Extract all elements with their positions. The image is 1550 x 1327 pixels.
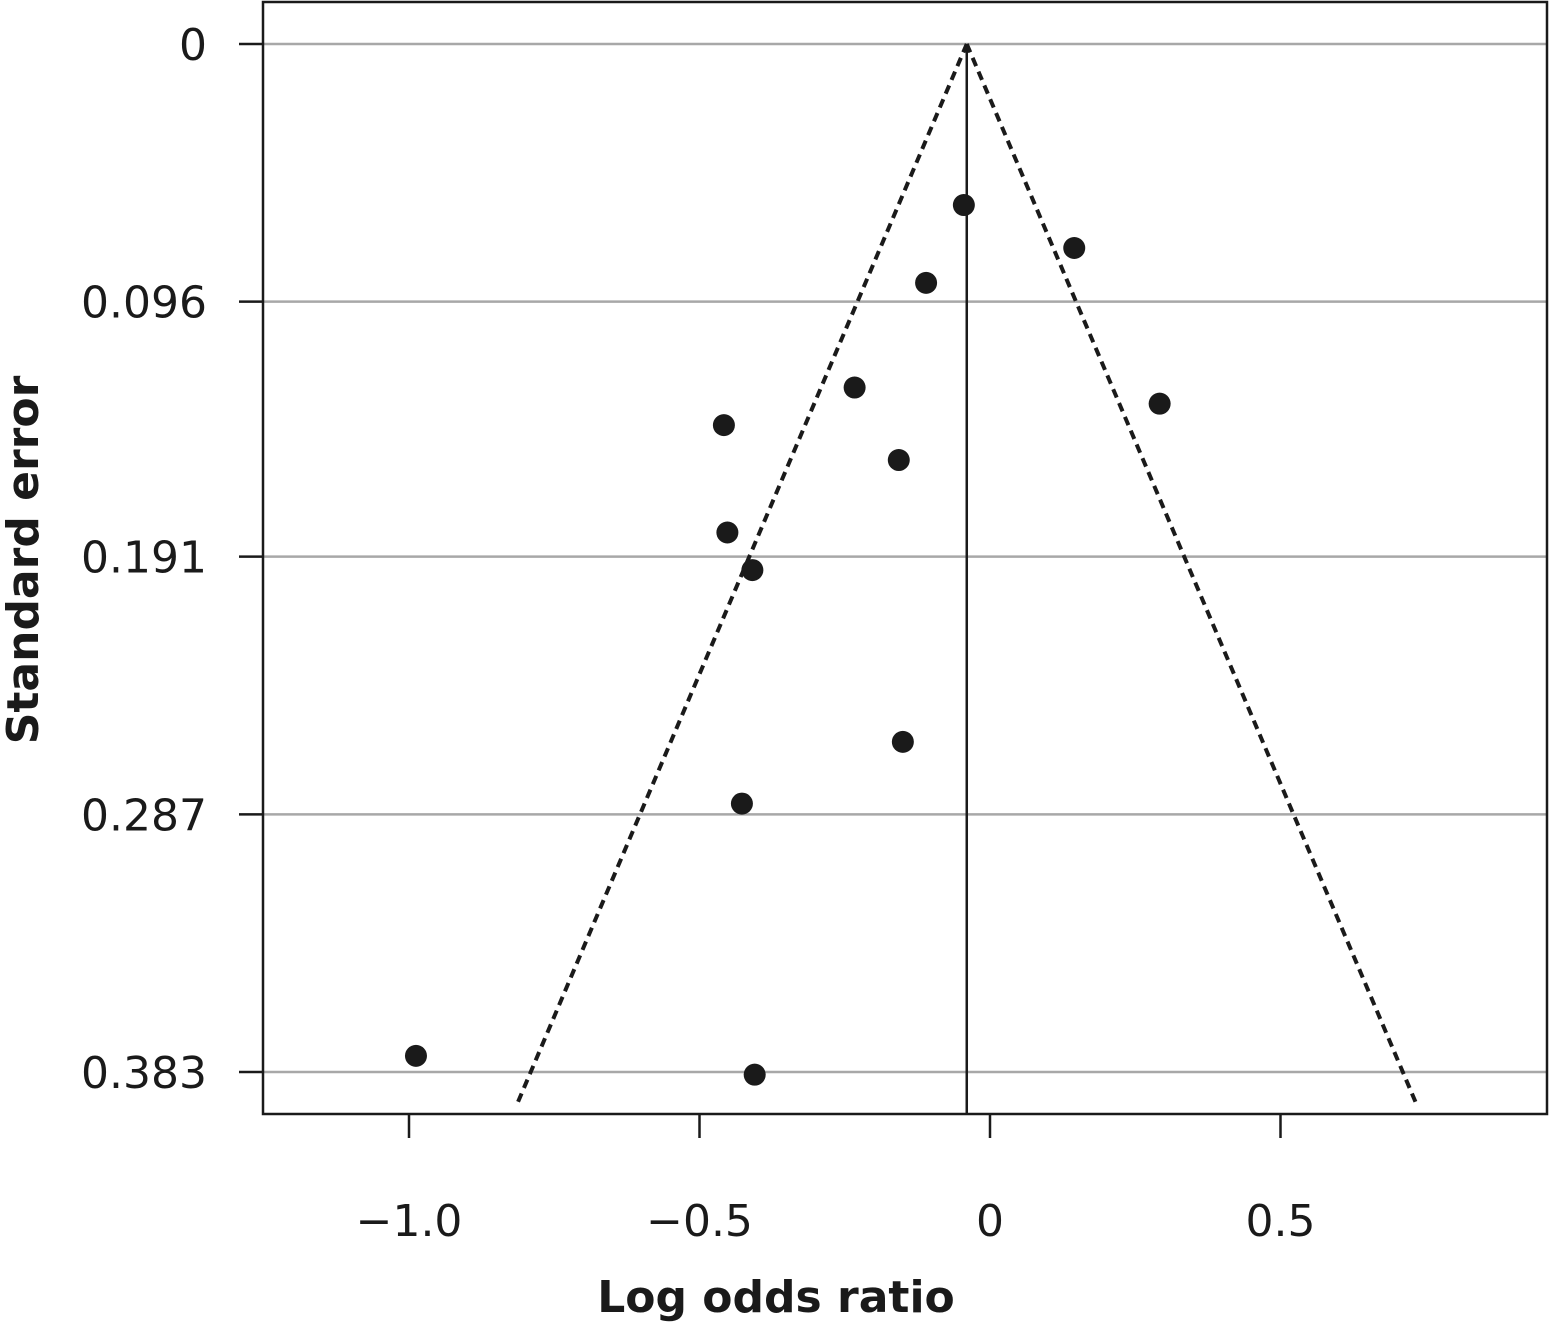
y-tick-label: 0.287 [81, 790, 207, 841]
study-point [952, 194, 975, 217]
x-tick-label: 0.5 [1246, 1196, 1316, 1247]
x-axis-ticks: −1.0 −0.5 0 0.5 [356, 1114, 1316, 1247]
study-point [887, 449, 910, 472]
study-point [743, 1063, 766, 1086]
study-point [915, 271, 938, 294]
study-point [404, 1044, 427, 1067]
study-point [891, 730, 914, 753]
gridlines [263, 42, 1547, 1074]
y-axis-ticks: 0 0.096 0.191 0.287 0.383 [81, 20, 263, 1099]
study-point [1063, 236, 1086, 259]
y-tick-label: 0.383 [81, 1048, 207, 1099]
x-tick-label: −1.0 [356, 1196, 463, 1247]
y-axis-title: Standard error [0, 375, 49, 744]
study-point [716, 521, 739, 544]
funnel-left-limit [514, 43, 969, 1108]
y-tick-label: 0.096 [81, 278, 207, 329]
study-point [730, 792, 753, 815]
y-tick-label: 0.191 [81, 533, 207, 584]
data-points [404, 194, 1171, 1086]
funnel-right-limit [964, 43, 1420, 1108]
study-point [741, 559, 764, 582]
funnel-region [514, 43, 1420, 1114]
study-point [712, 414, 735, 437]
x-axis-title: Log odds ratio [597, 1272, 955, 1323]
study-point [843, 376, 866, 399]
y-tick-label: 0 [179, 20, 207, 71]
x-tick-label: −0.5 [646, 1196, 753, 1247]
x-tick-label: 0 [976, 1196, 1004, 1247]
plot-frame [261, 0, 1549, 1116]
study-point [1148, 392, 1171, 415]
